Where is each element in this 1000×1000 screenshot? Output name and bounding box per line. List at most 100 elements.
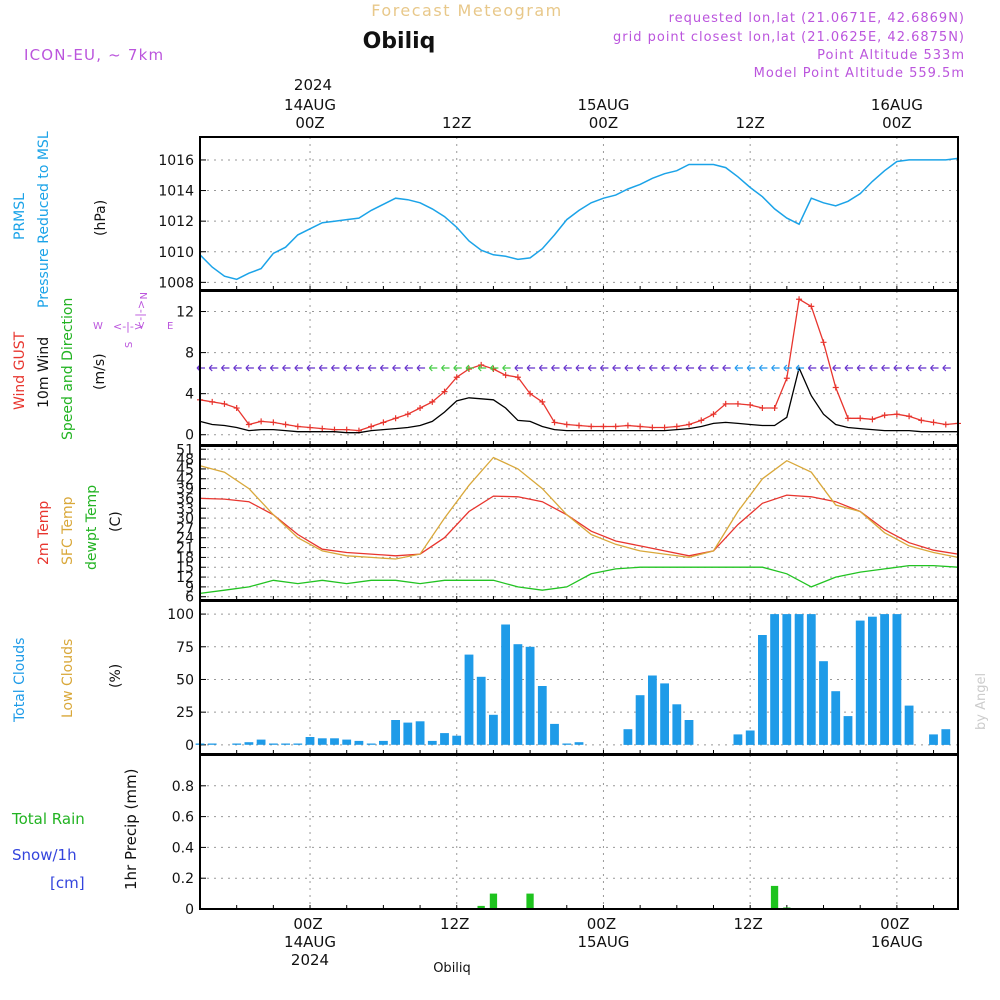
gust-marker <box>514 374 521 381</box>
gust-marker <box>930 419 937 426</box>
gust-marker <box>820 339 827 346</box>
wind-arrow <box>379 364 389 372</box>
wind-arrow <box>331 364 340 372</box>
top-hour-label: 12Z <box>442 114 471 132</box>
wind10-label: 10m Wind <box>36 337 52 408</box>
wind-arrow <box>636 364 646 372</box>
wind-arrow <box>306 364 316 372</box>
svg-text:S: S <box>124 342 135 348</box>
cloud-bar <box>733 734 743 745</box>
wind-arrow <box>722 364 731 372</box>
cloud-bar <box>269 743 278 745</box>
y-tick-label: 4 <box>185 387 194 403</box>
location-title: Obiliq <box>363 29 436 54</box>
wind-arrow <box>355 364 364 372</box>
y-tick-label: 0.8 <box>172 779 194 795</box>
cloud-bar <box>806 614 816 745</box>
y-tick-label: 1014 <box>158 184 194 200</box>
total-clouds-label: Total Clouds <box>12 638 28 723</box>
wind-arrow <box>477 364 487 372</box>
wind-arrow <box>758 364 768 372</box>
gust-label: Wind GUST <box>12 331 28 410</box>
wind-arrow <box>514 364 523 372</box>
panel-1hr-precip: 0 0.2 0.4 0.6 0.8 <box>172 754 959 918</box>
compass-icon: W E N S <-|-> <-|-> <box>93 292 173 348</box>
gust-marker <box>245 421 252 428</box>
y-tick-label: 1008 <box>158 275 194 291</box>
gust-marker <box>282 421 289 428</box>
top-time-axis: 2024 14AUG00Z12Z15AUG00Z12Z16AUG00Z12Z <box>284 76 923 132</box>
cloud-bar <box>476 676 486 745</box>
gust-marker <box>808 303 815 310</box>
panel-frame <box>199 754 959 910</box>
cloud-bar <box>843 716 853 745</box>
y-tick-label: 25 <box>176 705 194 721</box>
cloud-bar <box>440 733 449 745</box>
bottom-hour-label: 00Z <box>293 915 322 933</box>
gust-marker <box>869 416 876 423</box>
svg-text:W: W <box>93 321 103 332</box>
cloud-bar <box>244 742 254 745</box>
panel-total-clouds: 0 25 50 75 100 <box>167 600 959 755</box>
wind-arrow <box>282 364 291 372</box>
bottom-hour-label: 12Z <box>440 915 469 933</box>
cloud-bar <box>550 723 559 745</box>
gust-marker <box>673 423 680 430</box>
wind-arrow <box>710 364 719 372</box>
cloud-bar <box>904 705 914 745</box>
wind-arrow <box>575 364 584 372</box>
wind-arrow <box>685 364 695 372</box>
wind-arrow <box>428 364 438 372</box>
bottom-hour-label: 00Z <box>587 915 616 933</box>
low-clouds-label: Low Clouds <box>60 639 76 718</box>
credit: by Angel <box>974 673 989 730</box>
gust-marker <box>698 417 705 424</box>
gust-marker <box>906 413 913 420</box>
wind-arrow <box>416 364 426 372</box>
wind-arrow <box>893 364 902 372</box>
cloud-bar <box>660 683 669 745</box>
grid-coords: grid point closest lon,lat (21.0625E, 42… <box>613 30 965 45</box>
cloud-bar <box>745 730 755 745</box>
wind-arrow <box>587 364 597 372</box>
cloud-bar <box>562 743 572 745</box>
wind-arrow <box>245 364 254 372</box>
y-tick-label: 50 <box>176 672 194 688</box>
wind-arrow <box>269 364 279 372</box>
top-date-label: 15AUG <box>577 96 629 114</box>
bottom-date-label: 16AUG <box>871 933 923 951</box>
y-tick-label: 0.6 <box>172 810 194 826</box>
panel-wind: 0 4 8 12 <box>176 290 961 446</box>
gust-marker <box>233 405 240 412</box>
top-hour-label: 00Z <box>589 114 618 132</box>
gust-marker <box>588 423 595 430</box>
total-rain-label: Total Rain <box>11 810 85 828</box>
wind-arrow <box>832 364 841 372</box>
cloud-bar <box>635 695 645 745</box>
cloud-bar <box>415 721 425 745</box>
wind-arrow <box>343 364 352 372</box>
gust-marker <box>661 424 668 431</box>
clouds-unit: (%) <box>108 664 124 688</box>
gust-marker <box>209 398 216 405</box>
cloud-bar <box>317 738 327 745</box>
bottom-hour-label: 12Z <box>733 915 762 933</box>
wind-arrow <box>661 364 670 372</box>
wind-arrow <box>563 364 572 372</box>
wind-arrow <box>930 364 939 372</box>
cloud-bar <box>379 740 388 745</box>
svg-text:<-|->: <-|-> <box>135 300 148 330</box>
cloud-bar <box>330 738 339 745</box>
gust-marker <box>942 421 949 428</box>
gust-marker <box>918 417 925 424</box>
pressure-line <box>199 157 959 281</box>
gust-marker <box>881 412 888 419</box>
wind-arrow <box>795 364 805 372</box>
wind-arrow <box>746 364 756 372</box>
precip-unit: 1hr Precip (mm) <box>122 769 140 890</box>
y-tick-label: 6 <box>185 590 194 606</box>
gust-marker <box>686 421 693 428</box>
prmsl-desc: Pressure Reduced to MSL <box>36 131 52 308</box>
gust-marker <box>600 423 607 430</box>
panel-labels: PRMSL Pressure Reduced to MSL (hPa) Wind… <box>11 131 173 892</box>
